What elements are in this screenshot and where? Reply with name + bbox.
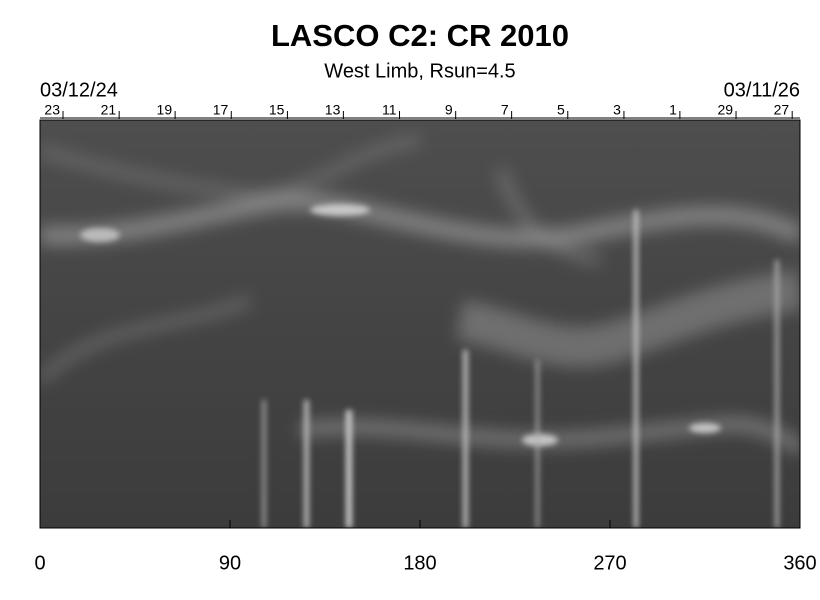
top-tick-label: 7 xyxy=(501,102,509,118)
synoptic-image xyxy=(40,120,800,528)
chart-subtitle: West Limb, Rsun=4.5 xyxy=(324,60,515,82)
top-tick-label: 17 xyxy=(213,102,229,118)
top-tick-label: 15 xyxy=(269,102,285,118)
chart-title: LASCO C2: CR 2010 xyxy=(271,18,569,53)
top-tick-label: 5 xyxy=(557,102,565,118)
top-tick-label: 13 xyxy=(325,102,341,118)
x-tick-label: 180 xyxy=(403,552,436,574)
x-tick-label: 0 xyxy=(34,552,45,574)
top-tick-label: 3 xyxy=(613,102,621,118)
top-tick-label: 21 xyxy=(101,102,117,118)
start-date: 03/12/24 xyxy=(40,79,118,101)
x-tick-label: 90 xyxy=(219,552,241,574)
image-features xyxy=(80,204,779,528)
x-tick-label: 270 xyxy=(593,552,626,574)
top-tick-label: 11 xyxy=(382,102,397,118)
top-tick-label: 1 xyxy=(669,102,677,118)
end-date: 03/11/26 xyxy=(724,79,800,101)
top-tick-label: 9 xyxy=(445,102,453,118)
top-tick-label: 23 xyxy=(44,102,60,118)
x-tick-label: 360 xyxy=(783,552,816,574)
top-tick-label: 27 xyxy=(774,102,790,118)
top-tick-label: 29 xyxy=(717,102,733,118)
image-streamers xyxy=(40,135,800,456)
top-tick-label: 19 xyxy=(157,102,173,118)
